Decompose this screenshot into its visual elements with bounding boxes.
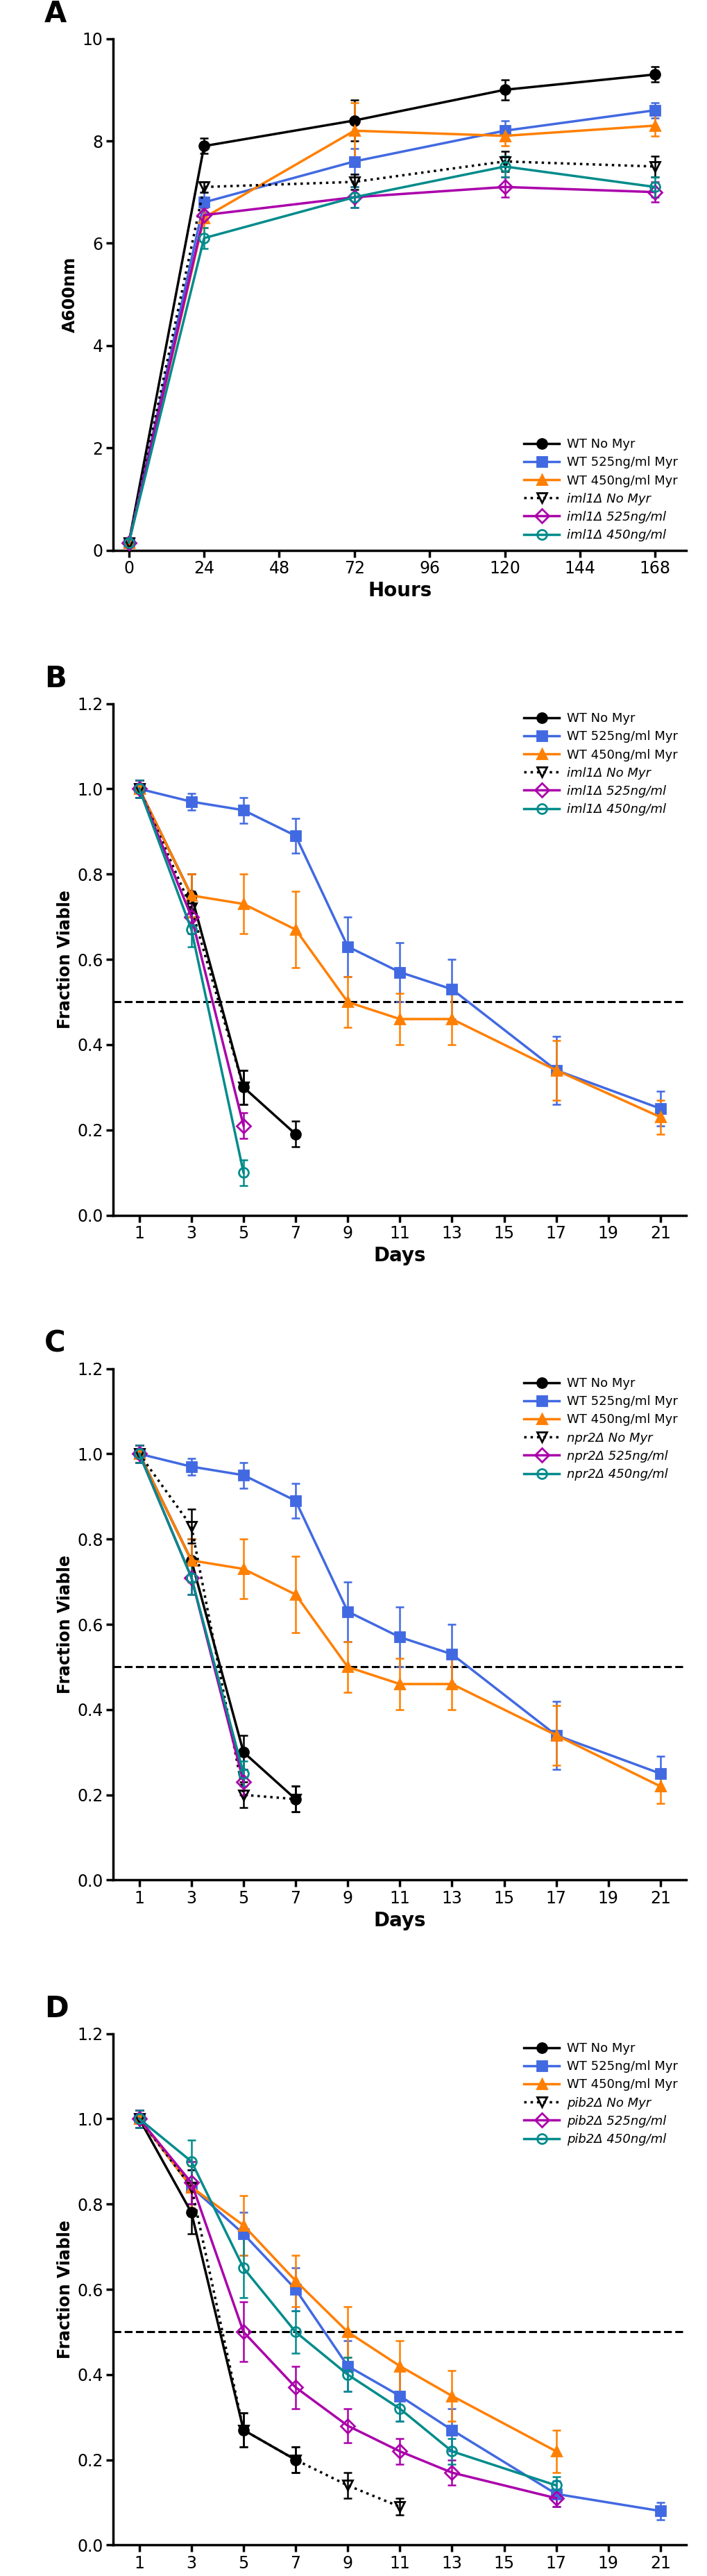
X-axis label: Days: Days	[373, 1911, 426, 1929]
X-axis label: Hours: Hours	[368, 580, 431, 600]
Text: A: A	[45, 0, 66, 28]
Legend: WT No Myr, WT 525ng/ml Myr, WT 450ng/ml Myr, iml1Δ No Myr, iml1Δ 525ng/ml, iml1Δ: WT No Myr, WT 525ng/ml Myr, WT 450ng/ml …	[521, 435, 679, 544]
Y-axis label: Fraction Viable: Fraction Viable	[57, 889, 73, 1028]
X-axis label: Days: Days	[373, 1247, 426, 1265]
Text: D: D	[45, 1994, 69, 2022]
Text: C: C	[45, 1329, 66, 1358]
Text: B: B	[45, 665, 66, 693]
Y-axis label: A600nm: A600nm	[62, 258, 78, 332]
Y-axis label: Fraction Viable: Fraction Viable	[57, 1556, 73, 1695]
Legend: WT No Myr, WT 525ng/ml Myr, WT 450ng/ml Myr, npr2Δ No Myr, npr2Δ 525ng/ml, npr2Δ: WT No Myr, WT 525ng/ml Myr, WT 450ng/ml …	[521, 1376, 679, 1484]
Y-axis label: Fraction Viable: Fraction Viable	[57, 2221, 73, 2360]
Legend: WT No Myr, WT 525ng/ml Myr, WT 450ng/ml Myr, iml1Δ No Myr, iml1Δ 525ng/ml, iml1Δ: WT No Myr, WT 525ng/ml Myr, WT 450ng/ml …	[521, 711, 679, 819]
Legend: WT No Myr, WT 525ng/ml Myr, WT 450ng/ml Myr, pib2Δ No Myr, pib2Δ 525ng/ml, pib2Δ: WT No Myr, WT 525ng/ml Myr, WT 450ng/ml …	[521, 2040, 679, 2148]
